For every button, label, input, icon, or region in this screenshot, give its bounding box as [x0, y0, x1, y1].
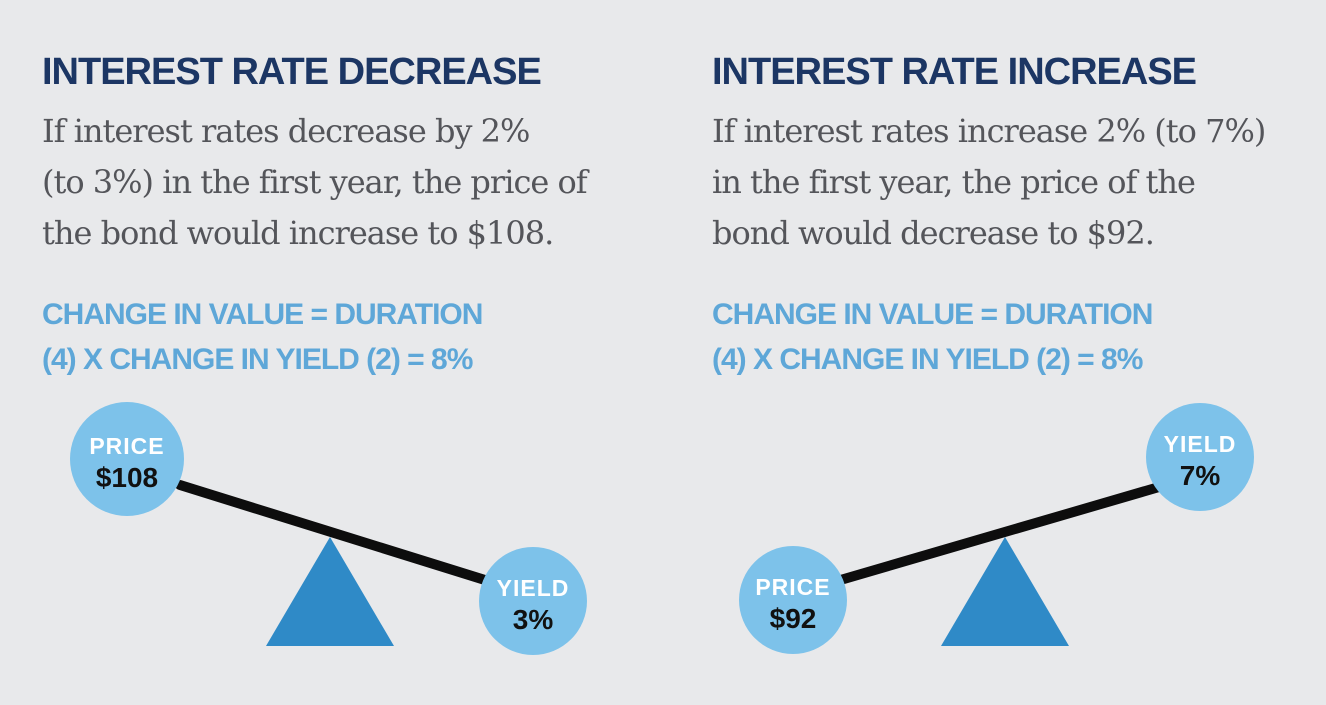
- panel-heading: INTEREST RATE INCREASE: [712, 51, 1197, 93]
- price-value: $92: [770, 603, 817, 634]
- seesaw-diagram-increase: PRICE $92 YIELD 7%: [739, 403, 1254, 654]
- price-bubble: PRICE $108: [70, 402, 184, 516]
- description-line: If interest rates decrease by 2%: [42, 112, 530, 150]
- yield-circle: [1146, 403, 1254, 511]
- price-circle: [70, 402, 184, 516]
- formula-line: (4) X CHANGE IN YIELD (2) = 8%: [712, 343, 1143, 376]
- description-line: bond would decrease to $92.: [712, 214, 1155, 252]
- panel-rate-increase: INTEREST RATE INCREASE If interest rates…: [663, 0, 1326, 705]
- yield-bubble: YIELD 7%: [1146, 403, 1254, 511]
- description-line: in the first year, the price of the: [712, 163, 1196, 201]
- price-bubble: PRICE $92: [739, 546, 847, 654]
- description-line: the bond would increase to $108.: [42, 214, 554, 252]
- price-label: PRICE: [755, 574, 830, 600]
- price-value: $108: [96, 462, 158, 493]
- fulcrum-triangle-icon: [266, 537, 394, 646]
- panel-rate-decrease: INTEREST RATE DECREASE If interest rates…: [42, 51, 588, 655]
- panel-description: If interest rates increase 2% (to 7%) in…: [712, 106, 1266, 259]
- seesaw-beam: [175, 480, 538, 600]
- panel-heading: INTEREST RATE DECREASE: [42, 51, 542, 93]
- description-line: If interest rates increase 2% (to 7%): [712, 112, 1266, 150]
- formula-line: (4) X CHANGE IN YIELD (2) = 8%: [42, 343, 473, 376]
- duration-formula: CHANGE IN VALUE = DURATION (4) X CHANGE …: [712, 292, 1153, 382]
- seesaw-diagram-decrease: PRICE $108 YIELD 3%: [70, 402, 587, 655]
- duration-formula: CHANGE IN VALUE = DURATION (4) X CHANGE …: [42, 292, 483, 382]
- yield-label: YIELD: [1164, 431, 1237, 457]
- yield-value: 3%: [513, 604, 554, 635]
- yield-value: 7%: [1180, 460, 1221, 491]
- seesaw-beam: [791, 475, 1188, 598]
- fulcrum-triangle-icon: [941, 537, 1069, 646]
- panel-description: If interest rates decrease by 2% (to 3%)…: [42, 106, 588, 259]
- price-label: PRICE: [89, 433, 164, 459]
- yield-bubble: YIELD 3%: [479, 547, 587, 655]
- yield-label: YIELD: [497, 575, 570, 601]
- formula-line: CHANGE IN VALUE = DURATION: [712, 298, 1153, 331]
- formula-line: CHANGE IN VALUE = DURATION: [42, 298, 483, 331]
- price-circle: [739, 546, 847, 654]
- yield-circle: [479, 547, 587, 655]
- description-line: (to 3%) in the first year, the price of: [42, 163, 588, 201]
